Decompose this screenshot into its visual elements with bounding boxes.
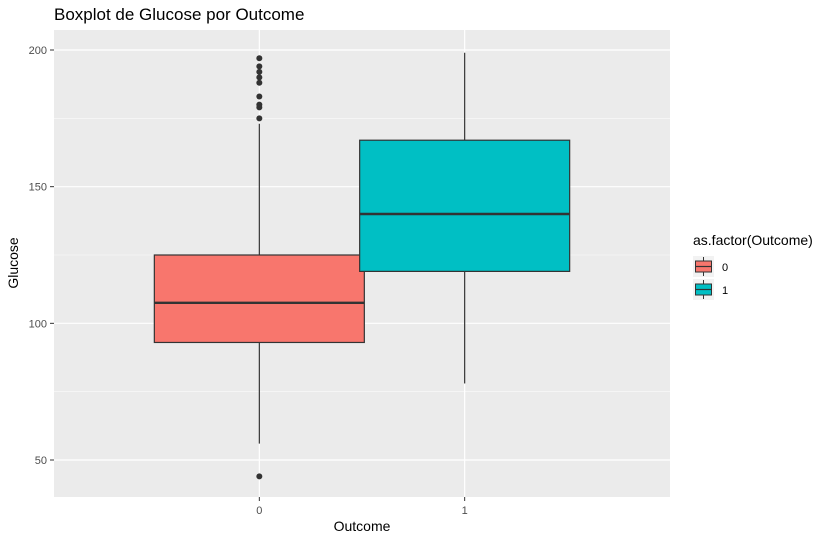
legend-title: as.factor(Outcome) — [693, 232, 813, 248]
box-body — [359, 139, 571, 272]
box-body — [153, 254, 365, 344]
outlier-point — [256, 473, 263, 480]
y-tick-label: 100 — [29, 318, 47, 330]
outlier-point — [256, 63, 263, 70]
y-tick-label: 50 — [35, 455, 47, 467]
outlier-point — [256, 115, 263, 122]
outlier-point — [256, 93, 263, 100]
outlier-point — [256, 74, 263, 81]
outlier-point — [256, 68, 263, 75]
x-axis-title: Outcome — [334, 518, 391, 534]
legend-items: 01 — [693, 256, 728, 300]
x-tick-label: 1 — [462, 505, 468, 517]
x-tick-label: 0 — [256, 505, 262, 517]
outlier-point — [256, 101, 263, 108]
legend-label: 1 — [722, 285, 728, 297]
box-0 — [153, 55, 365, 480]
legend-item-0: 0 — [693, 256, 728, 277]
y-axis-title: Glucose — [5, 237, 21, 289]
box-1 — [359, 52, 571, 384]
outlier-point — [256, 79, 263, 86]
y-axis-ticks: 50 100 150 200 — [29, 45, 54, 467]
legend-label: 0 — [722, 262, 728, 274]
outlier-point — [256, 55, 263, 62]
legend-item-1: 1 — [693, 279, 728, 300]
boxes — [153, 52, 571, 480]
y-tick-label: 200 — [29, 45, 47, 57]
y-tick-label: 150 — [29, 182, 47, 194]
legend: as.factor(Outcome) 01 — [693, 232, 813, 300]
chart-title: Boxplot de Glucose por Outcome — [54, 5, 304, 24]
